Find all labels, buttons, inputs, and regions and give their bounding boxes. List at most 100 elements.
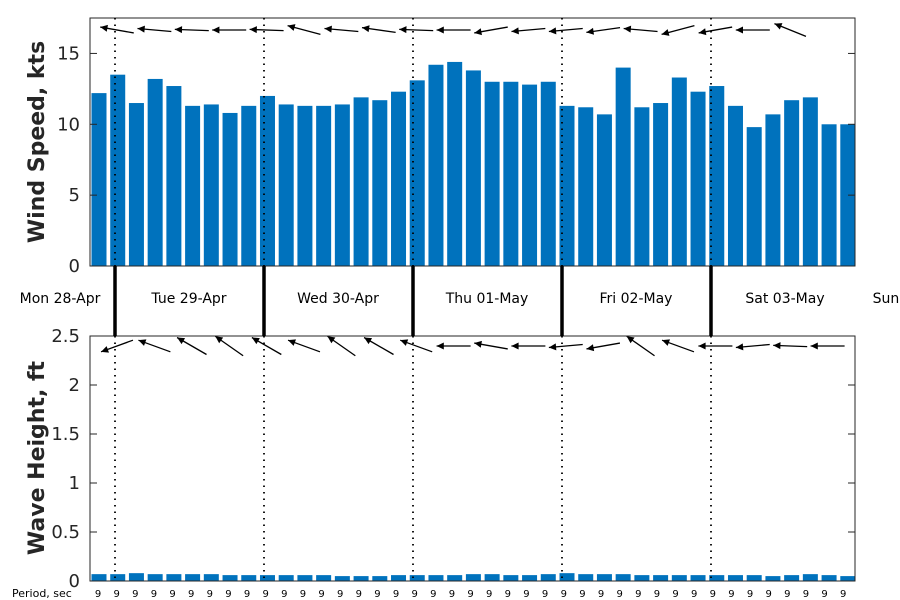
period-value: 9 [188, 589, 194, 600]
period-value: 9 [262, 589, 268, 600]
wave-arrow-head [327, 336, 336, 344]
wave-bar [222, 575, 238, 581]
wind-bar [522, 84, 538, 266]
wind-bar [746, 127, 762, 267]
wave-y-axis-label: Wave Height, ft [25, 360, 50, 555]
period-value: 9 [300, 589, 306, 600]
wind-bar [447, 61, 463, 266]
period-value: 9 [672, 589, 678, 600]
period-value: 9 [784, 589, 790, 600]
period-value: 9 [616, 589, 622, 600]
period-value: 9 [840, 589, 846, 600]
wind-bar [147, 78, 163, 267]
period-value: 9 [561, 589, 567, 600]
day-labels: Mon 28-Apr Tue 29-Apr Wed 30-Apr Thu 01-May… [20, 291, 900, 307]
wind-bar [615, 67, 631, 266]
day-label: Mon 28-Apr [20, 291, 101, 307]
wave-bar [447, 575, 463, 581]
wave-bar [166, 574, 182, 581]
wind-arrow-head [698, 28, 707, 36]
wind-bar [166, 86, 182, 266]
period-value: 9 [169, 589, 175, 600]
period-value: 9 [467, 589, 473, 600]
wave-bar [278, 575, 294, 581]
wave-arrow-head [474, 340, 482, 348]
period-value: 9 [95, 589, 101, 600]
wave-arrow-head [662, 339, 670, 346]
wave-bar [503, 575, 519, 581]
wind-bar [91, 93, 107, 266]
period-value: 9 [225, 589, 231, 600]
wind-arrow-head [287, 24, 296, 31]
y-tick-label: 5 [69, 185, 80, 206]
wave-bar [372, 576, 388, 581]
period-value: 9 [132, 589, 138, 600]
wave-bar [765, 576, 781, 581]
wind-bar [222, 112, 238, 266]
wave-bar [559, 573, 575, 581]
day-label: Sat 03-May [745, 291, 824, 307]
wind-bar [465, 70, 481, 266]
wind-arrow-head [100, 24, 108, 32]
wind-bar [709, 86, 725, 266]
day-label: Thu 01-May [445, 291, 529, 307]
wave-direction-arrows [100, 335, 845, 357]
wind-bar [784, 100, 800, 267]
wind-bar [690, 91, 706, 266]
wind-bar [241, 105, 257, 266]
wind-bar [353, 97, 369, 266]
period-value: 9 [393, 589, 399, 600]
wind-bar [653, 103, 669, 267]
wind-arrow-head [661, 29, 670, 36]
wind-direction-arrows [100, 23, 807, 37]
wind-bar [840, 124, 855, 267]
period-value: 9 [691, 589, 697, 600]
wind-arrow-head [548, 27, 557, 35]
period-value: 9 [505, 589, 511, 600]
period-value: 9 [654, 589, 660, 600]
wind-arrow-head [623, 25, 632, 33]
wave-arrow-head [548, 343, 557, 351]
wave-bar [334, 576, 350, 581]
period-value: 9 [635, 589, 641, 600]
wind-bar [634, 107, 650, 266]
period-value: 9 [337, 589, 343, 600]
period-value: 9 [318, 589, 324, 600]
wave-bar [840, 576, 855, 581]
wave-bar [409, 575, 425, 581]
wind-y-ticks: 0 5 10 15 [57, 43, 855, 277]
wave-bar [821, 575, 837, 581]
period-value: 9 [430, 589, 436, 600]
y-tick-label: 0 [69, 256, 80, 277]
wind-bar [110, 74, 126, 266]
period-value: 9 [579, 589, 585, 600]
period-value: 9 [281, 589, 287, 600]
wave-bar [428, 575, 444, 581]
wave-bar [596, 574, 612, 581]
day-label: Sun [873, 291, 900, 307]
period-value: 9 [356, 589, 362, 600]
y-tick-label: 10 [57, 114, 80, 135]
wave-bar [690, 575, 706, 581]
wave-arrow-head [773, 342, 781, 350]
wind-bar [578, 107, 594, 266]
wind-arrow-head [137, 25, 145, 33]
y-tick-label: 15 [57, 43, 80, 64]
wave-arrow-head [400, 339, 409, 346]
period-value: 9 [113, 589, 119, 600]
wind-arrow-head [436, 26, 444, 34]
period-value: 9 [486, 589, 492, 600]
wind-bar [128, 103, 144, 267]
wind-arrow-head [399, 26, 407, 34]
y-tick-label: 1.5 [51, 424, 80, 445]
wind-bar [278, 104, 294, 267]
wave-bar [353, 576, 369, 581]
wind-bar [484, 81, 500, 267]
period-value: 9 [747, 589, 753, 600]
period-value: 9 [710, 589, 716, 600]
wind-arrow-head [324, 25, 332, 33]
wave-bar [110, 574, 126, 581]
wave-bar [784, 575, 800, 581]
wave-arrow-head [288, 339, 296, 346]
